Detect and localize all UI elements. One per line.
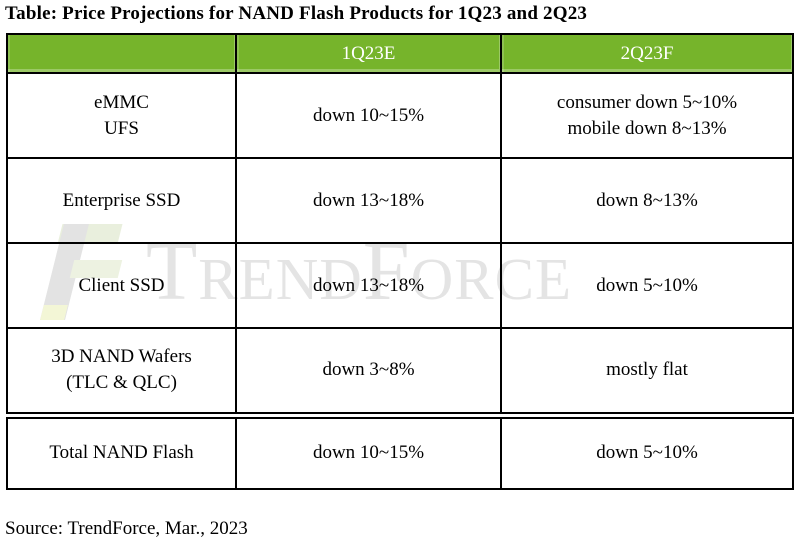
- cell-2q23f: down 5~10%: [500, 411, 794, 490]
- cell-2q23f: mostly flat: [500, 327, 794, 416]
- cell-2q23f: down 5~10%: [500, 242, 794, 329]
- price-projection-table: 1Q23E 2Q23F eMMC UFS down 10~15% consume…: [6, 33, 794, 490]
- cell-product: Client SSD: [6, 242, 237, 329]
- header-cell-1q23e: 1Q23E: [235, 33, 502, 74]
- header-cell-product: [6, 33, 237, 74]
- cell-1q23e: down 13~18%: [235, 157, 502, 244]
- header-cell-2q23f: 2Q23F: [500, 33, 794, 74]
- table-row-emmc-ufs: eMMC UFS down 10~15% consumer down 5~10%…: [6, 72, 794, 159]
- cell-1q23e: down 10~15%: [235, 72, 502, 159]
- cell-1q23e: down 3~8%: [235, 327, 502, 416]
- table-row-total-nand-flash: Total NAND Flash down 10~15% down 5~10%: [6, 411, 794, 490]
- price-table-wrapper: 1Q23E 2Q23F eMMC UFS down 10~15% consume…: [6, 33, 794, 490]
- cell-1q23e: down 13~18%: [235, 242, 502, 329]
- page-title: Table: Price Projections for NAND Flash …: [5, 3, 588, 24]
- cell-2q23f: consumer down 5~10% mobile down 8~13%: [500, 72, 794, 159]
- cell-1q23e: down 10~15%: [235, 411, 502, 490]
- table-row-enterprise-ssd: Enterprise SSD down 13~18% down 8~13%: [6, 157, 794, 244]
- cell-product: 3D NAND Wafers (TLC & QLC): [6, 327, 237, 416]
- cell-2q23f: down 8~13%: [500, 157, 794, 244]
- cell-product: Total NAND Flash: [6, 411, 237, 490]
- table-row-3d-nand-wafers: 3D NAND Wafers (TLC & QLC) down 3~8% mos…: [6, 327, 794, 416]
- cell-product: eMMC UFS: [6, 72, 237, 159]
- header-row: 1Q23E 2Q23F: [6, 33, 794, 74]
- table-row-client-ssd: Client SSD down 13~18% down 5~10%: [6, 242, 794, 329]
- source-note: Source: TrendForce, Mar., 2023: [5, 518, 248, 539]
- cell-product: Enterprise SSD: [6, 157, 237, 244]
